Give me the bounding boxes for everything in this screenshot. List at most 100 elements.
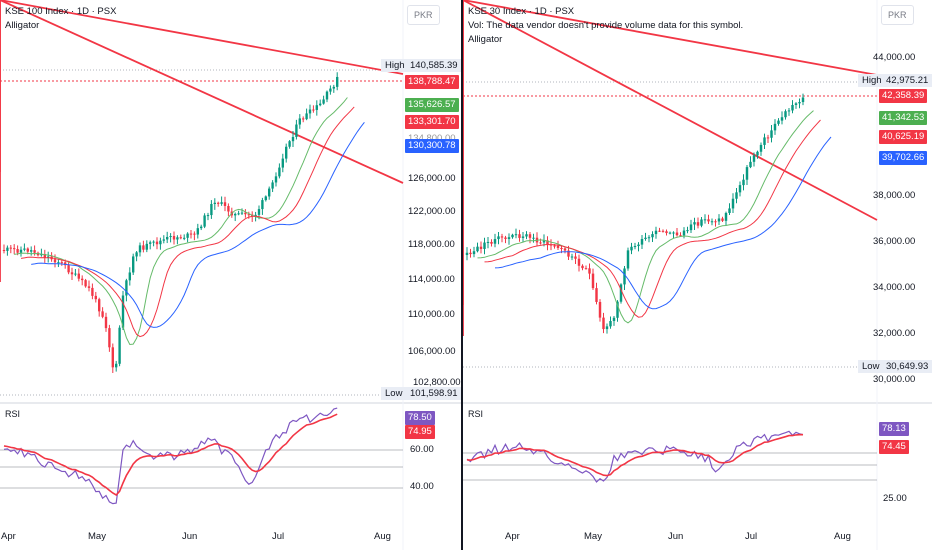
candle-body — [721, 218, 724, 221]
candle-body — [609, 320, 612, 327]
month-label: Apr — [1, 531, 16, 542]
candle-body — [476, 246, 479, 252]
rsi-ma-line — [3, 413, 338, 497]
candle-body — [661, 230, 665, 232]
candle-body — [710, 221, 714, 223]
alligator-jaw-tag: 130,300.78 — [405, 139, 459, 153]
candle-body — [742, 179, 745, 186]
alligator-teeth-line — [20, 106, 355, 338]
kse30-chart-panel[interactable]: KSE 30 Index · 1D · PSX Vol: The data ve… — [463, 0, 932, 550]
candle-body — [598, 301, 602, 318]
symbol-title[interactable]: KSE 30 Index · 1D · PSX — [468, 6, 575, 17]
candle-body — [81, 278, 84, 281]
currency-button[interactable]: PKR — [407, 5, 440, 25]
month-label: May — [88, 531, 106, 542]
indicator-label[interactable]: Alligator — [468, 34, 503, 45]
indicator-label[interactable]: Alligator — [5, 20, 40, 31]
candle-body — [23, 248, 26, 250]
kse100-chart-canvas[interactable] — [0, 0, 461, 550]
candle-body — [539, 242, 542, 244]
candle-body — [574, 256, 577, 259]
rsi-line — [466, 430, 804, 483]
candle-body — [577, 258, 581, 266]
candle-body — [19, 249, 23, 253]
rsi-label[interactable]: RSI — [468, 409, 484, 419]
candle-body — [98, 299, 101, 312]
candle-body — [234, 213, 237, 216]
rsi-value-tag: 78.50 — [405, 411, 435, 425]
candle-body — [196, 228, 199, 235]
candle-body — [731, 198, 735, 209]
candle-body — [74, 273, 77, 275]
candle-body — [220, 202, 223, 204]
price-axis-label: 118,000.00 — [408, 239, 455, 250]
candle-body — [665, 231, 668, 234]
rsi-label[interactable]: RSI — [5, 409, 21, 419]
candle-body — [486, 241, 490, 243]
rsi-axis-label: 25.00 — [883, 493, 907, 504]
candle-body — [703, 219, 707, 221]
candle-body — [798, 102, 801, 104]
candle-body — [240, 212, 244, 214]
price-axis-label: 38,000.00 — [873, 190, 916, 201]
candle-body — [319, 103, 322, 106]
high-label: High — [381, 59, 409, 72]
symbol-title[interactable]: KSE 100 Index · 1D · PSX — [5, 6, 117, 17]
kse100-chart-panel[interactable]: KSE 100 Index · 1D · PSX Alligator PKR 1… — [0, 0, 461, 550]
alligator-lips-tag: 41,342.53 — [879, 111, 928, 125]
candle-body — [591, 273, 595, 289]
candle-body — [483, 242, 486, 249]
candle-body — [644, 237, 647, 239]
panel-divider[interactable] — [461, 0, 463, 550]
candle-body — [6, 247, 9, 251]
candle-body — [714, 221, 717, 223]
candle-body — [200, 226, 203, 229]
candle-body — [693, 222, 696, 225]
candle-body — [315, 105, 318, 110]
candle-body — [717, 218, 721, 222]
price-axis-label: 106,000.00 — [408, 346, 456, 357]
candle-body — [166, 236, 169, 240]
candle-body — [759, 144, 763, 152]
candle-body — [94, 295, 97, 300]
trend-line — [463, 0, 878, 76]
alligator-teeth-tag: 40,625.19 — [879, 130, 928, 144]
candle-body — [672, 232, 675, 234]
candle-body — [237, 213, 240, 215]
candle-body — [507, 237, 511, 239]
rsi-axis-label: 40.00 — [410, 481, 434, 492]
candle-body — [500, 236, 504, 238]
high-value: 42,975.21 — [882, 74, 932, 87]
candle-body — [616, 301, 619, 318]
candle-body — [581, 265, 584, 269]
alligator-teeth-tag: 133,301.70 — [405, 115, 459, 129]
candle-body — [57, 262, 60, 264]
low-value: 30,649.93 — [882, 360, 932, 373]
currency-button[interactable]: PKR — [881, 5, 914, 25]
candle-body — [679, 235, 682, 237]
month-label: Jul — [745, 531, 758, 542]
candle-body — [780, 117, 784, 121]
candle-body — [626, 250, 630, 269]
candle-body — [67, 265, 70, 273]
candle-body — [291, 136, 295, 142]
candle-body — [189, 233, 193, 235]
candle-body — [206, 215, 210, 217]
candle-body — [728, 208, 731, 213]
candle-body — [633, 246, 637, 248]
candle-body — [271, 182, 274, 189]
kse30-chart-canvas[interactable] — [463, 0, 932, 550]
candle-body — [773, 123, 777, 131]
candle-body — [183, 237, 186, 239]
month-label: Jul — [272, 531, 285, 542]
candle-body — [91, 287, 94, 296]
rsi-line — [3, 407, 338, 505]
candle-body — [152, 241, 155, 243]
last-price-tag: 42,358.39 — [879, 89, 928, 103]
candle-body — [756, 151, 759, 156]
candle-body — [493, 239, 497, 244]
candle-body — [53, 259, 57, 263]
price-axis-label: 114,000.00 — [408, 274, 455, 285]
candle-body — [668, 232, 672, 234]
candle-body — [138, 245, 142, 253]
